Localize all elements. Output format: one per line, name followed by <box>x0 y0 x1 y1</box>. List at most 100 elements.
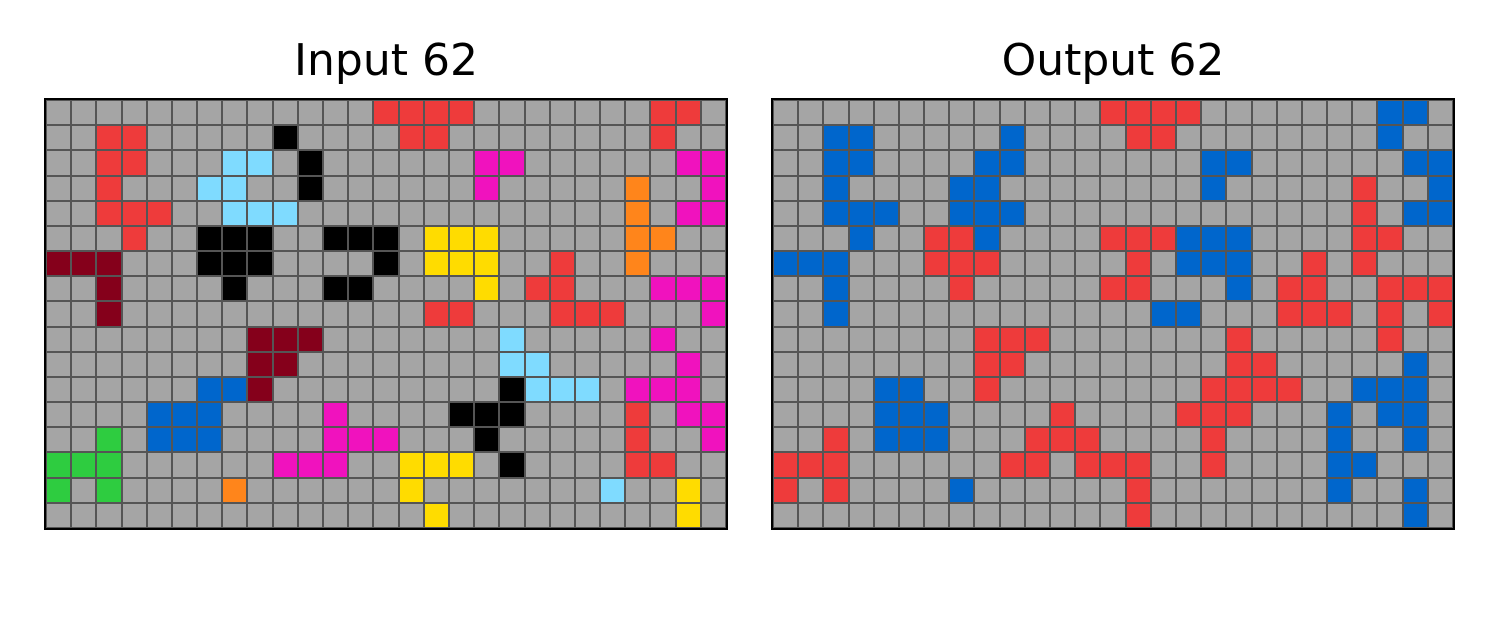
grid-cell <box>1353 403 1377 427</box>
grid-cell <box>1101 126 1125 150</box>
grid-cell <box>824 503 848 527</box>
grid-cell <box>874 101 898 125</box>
grid-cell <box>424 453 448 477</box>
grid-cell <box>399 327 423 351</box>
grid-cell <box>273 302 297 326</box>
grid-cell <box>651 327 675 351</box>
grid-cell <box>349 302 373 326</box>
grid-cell <box>774 302 798 326</box>
grid-cell <box>500 403 524 427</box>
grid-cell <box>273 478 297 502</box>
grid-cell <box>925 453 949 477</box>
grid-cell <box>525 126 549 150</box>
grid-cell <box>1202 327 1226 351</box>
grid-cell <box>374 126 398 150</box>
grid-cell <box>424 403 448 427</box>
grid-cell <box>122 126 146 150</box>
grid-cell <box>1227 252 1251 276</box>
grid-cell <box>1403 503 1427 527</box>
grid-cell <box>824 327 848 351</box>
grid-cell <box>950 403 974 427</box>
grid-cell <box>626 352 650 376</box>
grid-cell <box>1227 377 1251 402</box>
grid-cell <box>874 352 898 376</box>
grid-cell <box>47 151 71 175</box>
grid-cell <box>1202 277 1226 301</box>
grid-cell <box>475 302 499 326</box>
grid-cell <box>122 377 146 402</box>
grid-cell <box>223 277 247 301</box>
grid-cell <box>799 101 823 125</box>
grid-cell <box>1353 176 1377 200</box>
grid-cell <box>1025 478 1050 502</box>
grid-cell <box>550 277 574 301</box>
grid-cell <box>1328 327 1352 351</box>
grid-cell <box>1378 327 1402 351</box>
grid-cell <box>975 101 999 125</box>
grid-cell <box>198 403 222 427</box>
grid-cell <box>449 428 474 452</box>
grid-cell <box>273 277 297 301</box>
grid-cell <box>1025 327 1050 351</box>
grid-cell <box>298 478 323 502</box>
grid-cell <box>899 226 924 251</box>
grid-cell <box>72 126 96 150</box>
grid-cell <box>774 503 798 527</box>
grid-cell <box>1101 503 1125 527</box>
grid-cell <box>525 176 549 200</box>
grid-cell <box>925 277 949 301</box>
grid-cell <box>172 176 197 200</box>
grid-cell <box>1051 478 1075 502</box>
grid-cell <box>799 151 823 175</box>
grid-cell <box>1378 126 1402 150</box>
grid-cell <box>298 352 323 376</box>
grid-cell <box>1252 327 1276 351</box>
grid-cell <box>122 176 146 200</box>
grid-cell <box>1051 327 1075 351</box>
grid-cell <box>1025 226 1050 251</box>
grid-cell <box>1403 201 1427 225</box>
grid-cell <box>1176 403 1201 427</box>
grid-cell <box>676 201 700 225</box>
grid-cell <box>122 226 146 251</box>
grid-cell <box>475 101 499 125</box>
grid-cell <box>97 302 121 326</box>
grid-cell <box>1378 101 1402 125</box>
grid-cell <box>1378 151 1402 175</box>
grid-cell <box>575 327 600 351</box>
grid-cell <box>651 478 675 502</box>
grid-cell <box>975 277 999 301</box>
grid-cell <box>1101 327 1125 351</box>
grid-cell <box>1101 201 1125 225</box>
grid-cell <box>824 403 848 427</box>
grid-cell <box>1151 503 1175 527</box>
grid-cell <box>273 126 297 150</box>
grid-cell <box>925 126 949 150</box>
grid-cell <box>1051 403 1075 427</box>
grid-cell <box>601 327 625 351</box>
grid-cell <box>424 226 448 251</box>
grid-cell <box>975 327 999 351</box>
grid-cell <box>925 252 949 276</box>
grid-cell <box>575 503 600 527</box>
grid-cell <box>72 101 96 125</box>
grid-cell <box>1025 101 1050 125</box>
grid-cell <box>1428 377 1452 402</box>
grid-cell <box>248 226 272 251</box>
grid-cell <box>122 428 146 452</box>
grid-cell <box>399 176 423 200</box>
grid-cell <box>601 252 625 276</box>
grid-cell <box>651 277 675 301</box>
grid-cell <box>374 226 398 251</box>
grid-cell <box>1151 327 1175 351</box>
grid-cell <box>97 101 121 125</box>
grid-cell <box>849 277 873 301</box>
grid-cell <box>849 176 873 200</box>
grid-cell <box>1051 252 1075 276</box>
grid-cell <box>97 478 121 502</box>
grid-cell <box>1076 327 1100 351</box>
grid-cell <box>874 327 898 351</box>
grid-cell <box>975 503 999 527</box>
grid-cell <box>1202 453 1226 477</box>
grid-cell <box>1051 352 1075 376</box>
